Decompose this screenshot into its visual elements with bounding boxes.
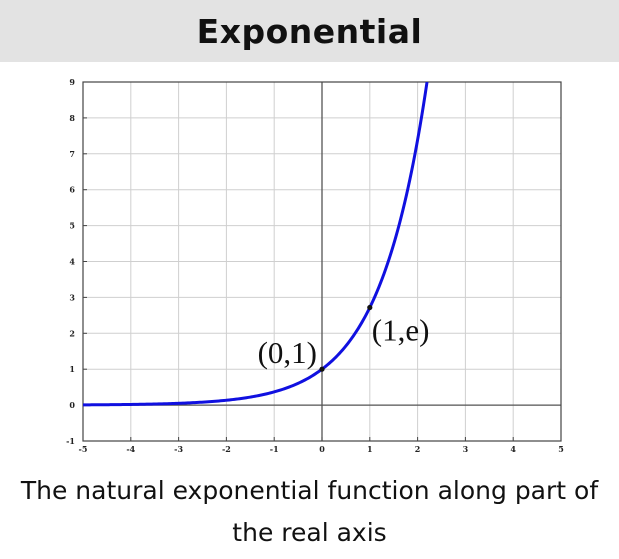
chart-area: -5 -4 -3 -2 -1 0 1 2 3 4 5 -1 0 1 2 3 4 5 6 7 8 9 (0,1) (1,e) bbox=[0, 62, 619, 466]
x-tick-label: -1 bbox=[270, 444, 279, 454]
series-line-exp bbox=[83, 82, 429, 407]
y-tick-label: 9 bbox=[69, 77, 75, 87]
y-tick-label: -1 bbox=[66, 436, 75, 446]
annotation-point bbox=[367, 304, 373, 311]
figure-caption: The natural exponential function along p… bbox=[20, 476, 599, 547]
x-tick-label: -2 bbox=[222, 444, 231, 454]
y-tick-label: 7 bbox=[69, 149, 75, 159]
x-tick-label: -3 bbox=[174, 444, 183, 454]
y-tick-label: 4 bbox=[69, 257, 75, 267]
y-tick-label: 1 bbox=[69, 364, 75, 374]
x-tick-label: -5 bbox=[79, 444, 88, 454]
annotation-point bbox=[319, 366, 325, 372]
annotation-label: (1,e) bbox=[372, 313, 430, 348]
x-tick-label: 2 bbox=[415, 444, 421, 454]
y-tick-label: 8 bbox=[69, 113, 75, 123]
x-tick-label: 0 bbox=[319, 444, 325, 454]
y-tick-label: 3 bbox=[69, 292, 75, 302]
x-tick-label: -4 bbox=[126, 444, 135, 454]
page-title: Exponential bbox=[196, 11, 423, 51]
title-bar: Exponential bbox=[0, 0, 619, 62]
y-tick-label: 6 bbox=[69, 185, 75, 195]
x-tick-label: 5 bbox=[558, 444, 564, 454]
x-tick-label: 4 bbox=[510, 444, 516, 454]
exponential-chart: -5 -4 -3 -2 -1 0 1 2 3 4 5 -1 0 1 2 3 4 5 6 7 8 9 (0,1) (1,e) bbox=[66, 77, 564, 454]
y-tick-label: 2 bbox=[69, 328, 75, 338]
y-tick-label: 0 bbox=[69, 400, 75, 410]
y-tick-label: 5 bbox=[69, 221, 75, 231]
x-tick-label: 1 bbox=[367, 444, 373, 454]
x-tick-label: 3 bbox=[463, 444, 469, 454]
annotation-label: (0,1) bbox=[258, 335, 317, 370]
